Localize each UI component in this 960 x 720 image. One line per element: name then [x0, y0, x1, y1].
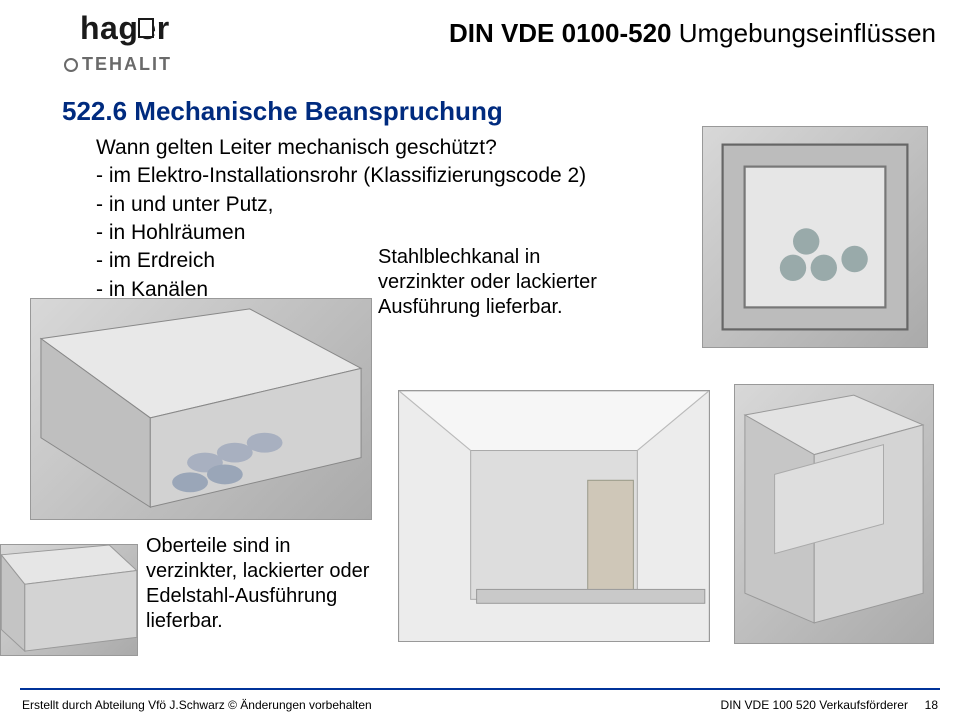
logo-tehalit: TEHALIT [64, 54, 172, 75]
cover-section-icon [1, 545, 137, 655]
tehalit-circle-icon [64, 58, 78, 72]
duct-detail-icon [703, 127, 927, 347]
footer-doc-label: DIN VDE 100 520 Verkaufsförderer [721, 698, 908, 712]
skirting-icon [735, 385, 933, 643]
footer-left: Erstellt durch Abteilung Vfö J.Schwarz ©… [22, 698, 372, 712]
logo-tehalit-text: TEHALIT [82, 54, 172, 74]
page-title: DIN VDE 0100-520 Umgebungseinflüssen [449, 18, 936, 49]
footer-page-number: 18 [925, 698, 938, 712]
page-title-code: DIN VDE 0100-520 [449, 18, 672, 48]
logo-hager: hager [80, 10, 170, 47]
room-icon [399, 391, 709, 641]
page-title-rest: Umgebungseinflüssen [672, 18, 937, 48]
section-lead: Wann gelten Leiter mechanisch geschützt? [96, 134, 586, 162]
duct-perspective-icon [31, 299, 371, 519]
image-room-installation [398, 390, 710, 642]
image-duct-detail [702, 126, 928, 348]
footer-right: DIN VDE 100 520 Verkaufsförderer 18 [721, 698, 938, 712]
image-cover-section [0, 544, 138, 656]
image-skirting-ducts [734, 384, 934, 644]
list-item: - in Hohlräumen [96, 219, 586, 247]
image-duct-perspective [30, 298, 372, 520]
annotation-stahlblechkanal: Stahlblechkanal in verzinkter oder lacki… [378, 245, 618, 320]
annotation-oberteile: Oberteile sind in verzinkter, lackierter… [146, 534, 386, 634]
slide-header: hager TEHALIT DIN VDE 0100-520 Umgebungs… [0, 8, 960, 68]
list-item: - in und unter Putz, [96, 191, 586, 219]
logo-hager-mark [138, 18, 154, 38]
logo-hager-text: hager [80, 10, 170, 46]
list-item: - im Elektro-Installationsrohr (Klassifi… [96, 162, 586, 190]
section-heading: 522.6 Mechanische Beanspruchung [62, 96, 503, 127]
footer-rule [20, 688, 940, 690]
